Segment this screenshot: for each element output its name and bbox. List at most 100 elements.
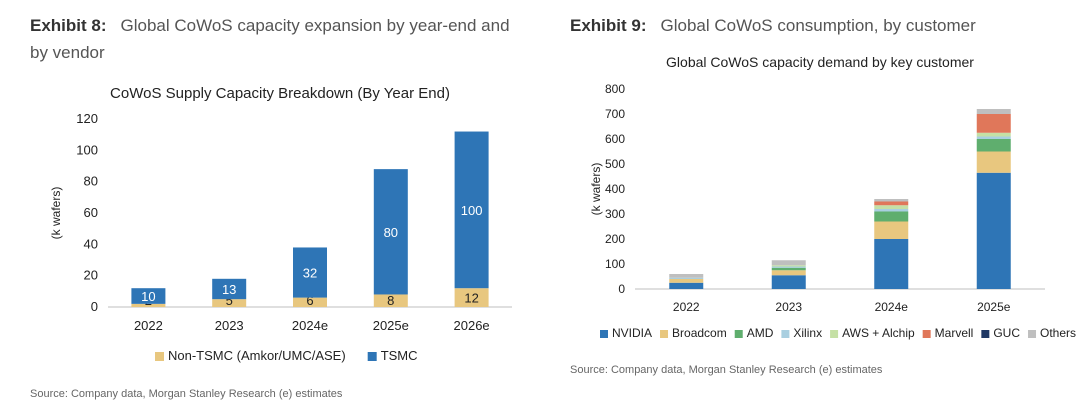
chart2-legend-swatch — [600, 330, 608, 338]
chart2-bar-segment — [669, 282, 704, 289]
chart1-x-tick-label: 2022 — [134, 318, 163, 333]
chart2-legend-label: AWS + Alchip — [842, 326, 915, 340]
chart2-bar-segment — [771, 267, 806, 271]
chart1-y-tick-label: 120 — [76, 111, 98, 126]
chart2-y-tick-label: 600 — [605, 132, 625, 146]
chart1-x-tick-label: 2023 — [215, 318, 244, 333]
exhibit-8-source: Source: Company data, Morgan Stanley Res… — [30, 388, 343, 400]
chart1-data-label: 12 — [464, 291, 478, 306]
chart2-y-tick-label: 100 — [605, 257, 625, 271]
chart2-y-tick-label: 400 — [605, 182, 625, 196]
chart1-bar-segment — [373, 169, 408, 295]
chart2-bar-segment — [976, 139, 1011, 152]
chart2-y-tick-label: 800 — [605, 82, 625, 96]
chart2-bar-segment — [976, 136, 1011, 139]
chart1-title: CoWoS Supply Capacity Breakdown (By Year… — [110, 85, 450, 102]
exhibit-9-title-line1: Global CoWoS consumption, by customer — [660, 16, 976, 35]
chart1-legend-label: Non-TSMC (Amkor/UMC/ASE) — [168, 348, 346, 363]
chart1-y-tick-label: 100 — [76, 142, 98, 157]
chart2-legend-label: Xilinx — [793, 326, 822, 340]
chart1-bar-segment — [293, 297, 327, 307]
chart2-bar-segment — [669, 274, 704, 278]
chart1-bar-segment — [131, 288, 166, 304]
chart2-title: Global CoWoS capacity demand by key cust… — [666, 54, 974, 70]
chart2-bar-segment — [976, 151, 1011, 173]
chart2-bar-segment — [771, 270, 806, 276]
chart2-bar-segment — [976, 132, 1011, 137]
chart2-y-tick-label: 300 — [605, 207, 625, 221]
chart2-legend-swatch — [1028, 330, 1037, 338]
chart2-bar-segment — [771, 275, 806, 289]
chart1-legend-swatch — [367, 352, 377, 361]
chart2-legend-swatch — [981, 330, 990, 338]
chart2-legend-label: NVIDIA — [612, 326, 652, 340]
chart2-legend-swatch — [922, 330, 931, 338]
chart2-bar-segment — [874, 239, 909, 289]
chart2-bar-segment — [669, 279, 704, 283]
chart1-y-tick-label: 20 — [84, 268, 98, 283]
chart1-x-tick-label: 2025e — [373, 318, 409, 333]
exhibit-9-label: Exhibit 9: — [570, 16, 647, 35]
chart2-legend-swatch — [830, 330, 839, 338]
chart1-bar-segment — [454, 131, 489, 289]
chart2-legend-swatch — [781, 330, 790, 338]
chart2-y-tick-label: 200 — [605, 232, 625, 246]
chart2-x-tick-label: 2023 — [775, 300, 802, 314]
chart1-legend-label: TSMC — [381, 348, 418, 363]
chart1-x-tick-label: 2026e — [454, 318, 490, 333]
exhibit-9-heading: Exhibit 9: Global CoWoS consumption, by c… — [570, 12, 1070, 39]
exhibit-8-label: Exhibit 8: — [30, 16, 107, 35]
chart2-legend-label: AMD — [747, 326, 774, 340]
chart1-data-label: 80 — [384, 225, 398, 240]
chart1-bar-segment — [454, 288, 489, 307]
chart2-y-tick-label: 0 — [618, 282, 625, 296]
chart2-bar-segment — [874, 209, 909, 212]
chart2-legend-swatch — [734, 330, 743, 338]
exhibit-9-source: Source: Company data, Morgan Stanley Res… — [570, 364, 883, 376]
chart1-x-tick-label: 2024e — [292, 318, 328, 333]
chart2-x-tick-label: 2024e — [875, 300, 909, 314]
chart2-y-tick-label: 700 — [605, 107, 625, 121]
chart1-data-label: 6 — [306, 293, 313, 308]
chart1-bar-segment — [293, 247, 327, 298]
chart2-y-tick-label: 500 — [605, 157, 625, 171]
chart2-legend-label: Marvell — [935, 326, 974, 340]
chart2-bar-segment — [874, 211, 909, 222]
chart1-y-tick-label: 40 — [84, 236, 98, 251]
chart1-y-tick-label: 60 — [84, 205, 98, 220]
chart2-bar-segment — [976, 114, 1011, 133]
chart1-bar-segment — [212, 278, 247, 300]
chart1-legend-swatch — [155, 352, 164, 361]
chart1-bar-segment — [373, 294, 408, 307]
chart2-bar-segment — [874, 199, 909, 202]
chart2-legend-label: Others — [1040, 326, 1076, 340]
chart2-bar-segment — [976, 109, 1011, 114]
chart2-bar-segment — [976, 172, 1011, 289]
chart1-data-label: 8 — [387, 293, 394, 308]
chart1-data-label: 5 — [226, 293, 233, 308]
exhibit-8-title-line1: Global CoWoS capacity expansion by year-… — [120, 16, 510, 35]
chart2-bar-segment — [669, 277, 704, 279]
chart2-legend-label: Broadcom — [672, 326, 727, 340]
chart2-y-axis-label: (k wafers) — [589, 163, 603, 216]
chart1-y-tick-label: 80 — [84, 174, 98, 189]
chart2-x-tick-label: 2025e — [977, 300, 1011, 314]
chart2-bar-segment — [771, 266, 806, 268]
chart2-bar-segment — [874, 205, 909, 209]
chart2-legend-label: GUC — [993, 326, 1020, 340]
chart2-bar-segment — [771, 265, 806, 267]
chart1-data-label: 13 — [222, 282, 236, 297]
chart2-x-tick-label: 2022 — [673, 300, 700, 314]
chart2-bar-segment — [874, 201, 909, 206]
chart2-legend-swatch — [660, 330, 669, 338]
exhibit-8-heading: Exhibit 8: Global CoWoS capacity expansio… — [30, 12, 530, 66]
chart1-bar-segment — [212, 299, 247, 307]
chart1-data-label: 100 — [461, 203, 483, 218]
chart1-y-tick-label: 0 — [91, 299, 98, 314]
exhibit-8-title-line2: by vendor — [30, 43, 105, 62]
chart2-bar-segment — [874, 221, 909, 239]
chart1-data-label: 10 — [141, 289, 155, 304]
chart1-data-label: 32 — [303, 266, 317, 281]
chart1-y-axis-label: (k wafers) — [49, 187, 63, 240]
